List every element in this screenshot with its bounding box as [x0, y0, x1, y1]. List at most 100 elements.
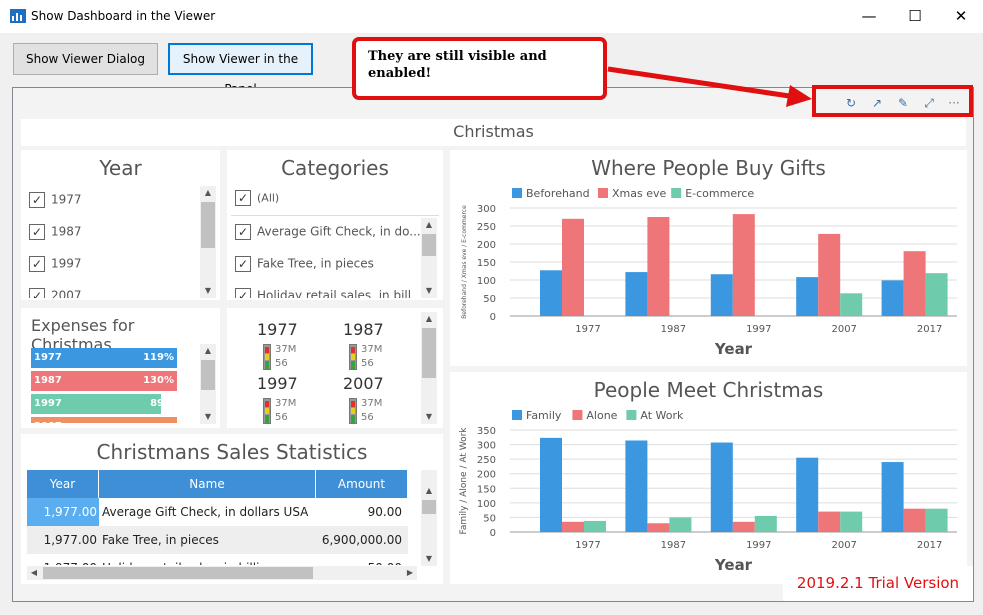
expense-bar-row[interactable]: 1977 119%: [31, 348, 177, 368]
x-tick-label: 2007: [831, 540, 856, 551]
expense-value: 89%: [150, 398, 174, 409]
y-tick-label: 50: [483, 294, 496, 305]
x-tick-label: 1997: [746, 540, 771, 551]
scroll-down-icon[interactable]: ▼: [425, 554, 433, 563]
refresh-icon[interactable]: ↻: [845, 96, 857, 110]
x-tick-label: 1977: [575, 324, 600, 335]
table-row[interactable]: 1,977.00 Fake Tree, in pieces 6,900,000.00: [27, 526, 408, 554]
gauge-min: 56: [361, 358, 374, 369]
scroll-thumb[interactable]: [422, 234, 436, 256]
gauge-bar-icon: [263, 344, 271, 370]
cell-name[interactable]: Average Gift Check, in dollars USA: [102, 505, 309, 519]
gauges-scrollbar[interactable]: ▲ ▼: [421, 312, 437, 424]
scroll-up-icon[interactable]: ▲: [425, 220, 433, 229]
expense-bar-row[interactable]: 2007: [31, 417, 177, 423]
scroll-thumb[interactable]: [422, 500, 436, 514]
checkbox-checked-icon[interactable]: ✓: [29, 288, 45, 298]
expense-bar-row[interactable]: 1997 89%: [31, 394, 177, 414]
bar-xmas-eve: [903, 251, 926, 316]
table-hscrollbar[interactable]: ◀ ▶: [27, 566, 417, 580]
gauge-bar-icon: [263, 398, 271, 424]
edit-icon[interactable]: ✎: [897, 96, 909, 110]
column-header-amount[interactable]: Amount: [316, 470, 408, 498]
export-icon[interactable]: ↗: [871, 96, 883, 110]
checkbox-checked-icon[interactable]: ✓: [29, 192, 45, 208]
legend-swatch: [671, 188, 682, 198]
column-header-name[interactable]: Name: [99, 470, 316, 498]
scroll-up-icon[interactable]: ▲: [425, 486, 433, 495]
scroll-up-icon[interactable]: ▲: [425, 314, 433, 323]
scroll-up-icon[interactable]: ▲: [204, 188, 212, 197]
cell-name[interactable]: Holiday retail sales, in billi...: [102, 554, 314, 565]
expenses-scrollbar[interactable]: ▲ ▼: [200, 344, 216, 424]
checkbox-checked-icon[interactable]: ✓: [29, 224, 45, 240]
year-filter-item[interactable]: ✓ 1987: [29, 224, 82, 244]
x-tick-label: 2017: [917, 540, 942, 551]
year-filter-item[interactable]: ✓ 1997: [29, 256, 82, 276]
scroll-thumb[interactable]: [201, 360, 215, 390]
checkbox-checked-icon[interactable]: ✓: [235, 190, 251, 206]
legend-label: At Work: [640, 409, 684, 422]
annotation-callout: They are still visible and enabled!: [352, 37, 607, 100]
cell-year[interactable]: 1,977.00: [27, 498, 99, 526]
category-item[interactable]: ✓ Holiday retail sales, in bill: [235, 288, 411, 298]
checkbox-checked-icon[interactable]: ✓: [235, 256, 251, 272]
year-filter-scrollbar[interactable]: ▲ ▼: [200, 186, 216, 298]
fullscreen-icon[interactable]: ⤢: [924, 96, 934, 110]
checkbox-checked-icon[interactable]: ✓: [29, 256, 45, 272]
table-row[interactable]: 1,977.00 Average Gift Check, in dollars U…: [27, 498, 408, 526]
scroll-thumb[interactable]: [201, 202, 215, 248]
minimize-button[interactable]: —: [861, 7, 877, 25]
year-filter-item[interactable]: ✓ 2007: [29, 288, 82, 298]
table-vscrollbar[interactable]: ▲ ▼: [421, 470, 437, 566]
scroll-thumb[interactable]: [43, 567, 313, 579]
bar-at-work: [584, 520, 606, 532]
show-viewer-panel-button[interactable]: Show Viewer in the Panel: [168, 43, 313, 96]
category-item[interactable]: ✓ Fake Tree, in pieces: [235, 256, 374, 276]
cell-name[interactable]: Fake Tree, in pieces: [102, 533, 219, 547]
scroll-left-icon[interactable]: ◀: [30, 568, 38, 577]
scroll-up-icon[interactable]: ▲: [204, 346, 212, 355]
cell-amount[interactable]: 6,900,000.00: [321, 533, 402, 547]
checkbox-checked-icon[interactable]: ✓: [235, 224, 251, 240]
scroll-down-icon[interactable]: ▼: [204, 286, 212, 295]
cell-year[interactable]: 1,977.00: [27, 554, 99, 565]
scroll-down-icon[interactable]: ▼: [425, 286, 433, 295]
bar-xmas-eve: [647, 217, 670, 316]
expense-bar-row[interactable]: 1987 130%: [31, 371, 177, 391]
bar-xmas-eve: [732, 214, 755, 316]
more-icon[interactable]: ···: [948, 96, 960, 110]
expense-year: 1997: [34, 398, 62, 409]
gauge-value: 37M: [361, 344, 383, 355]
gauge-card: 1997 37M 56: [257, 374, 327, 428]
scroll-right-icon[interactable]: ▶: [406, 568, 414, 577]
maximize-button[interactable]: ☐: [908, 7, 922, 25]
table-row[interactable]: 1,977.00Holiday retail sales, in billi..…: [27, 554, 408, 565]
gauge-card: 1977 37M 56: [257, 320, 327, 374]
bar-beforehand: [881, 280, 904, 316]
bar-at-work: [754, 515, 777, 532]
scroll-down-icon[interactable]: ▼: [425, 412, 433, 421]
gauge-min: 56: [275, 358, 288, 369]
scroll-thumb[interactable]: [422, 328, 436, 378]
cell-amount[interactable]: 50.00: [316, 554, 406, 565]
categories-filter-card: Categories ✓ (All) ✓ Average Gift Check, i…: [227, 150, 443, 300]
scroll-down-icon[interactable]: ▼: [204, 412, 212, 421]
checkbox-checked-icon[interactable]: ✓: [235, 288, 251, 298]
bar-family: [796, 457, 819, 532]
cell-amount[interactable]: 90.00: [367, 505, 402, 519]
legend-label: Xmas eve: [612, 187, 666, 200]
gauge-year: 1997: [257, 374, 298, 393]
show-viewer-dialog-button[interactable]: Show Viewer Dialog: [13, 43, 158, 75]
bar-beforehand: [540, 270, 562, 316]
year-filter-item[interactable]: ✓ 1977: [29, 192, 82, 212]
cell-year[interactable]: 1,977.00: [43, 533, 97, 547]
categories-scrollbar[interactable]: ▲ ▼: [421, 218, 437, 298]
category-item[interactable]: ✓ Average Gift Check, in do...: [235, 224, 421, 244]
column-header-year[interactable]: Year: [27, 470, 99, 498]
y-tick-label: 200: [477, 240, 496, 251]
categories-all-item[interactable]: ✓ (All): [235, 190, 279, 210]
x-tick-label: 1987: [661, 540, 686, 551]
close-button[interactable]: ✕: [954, 7, 968, 25]
people-meet-christmas-card: People Meet Christmas Family Alone At Work 0…: [450, 372, 967, 584]
